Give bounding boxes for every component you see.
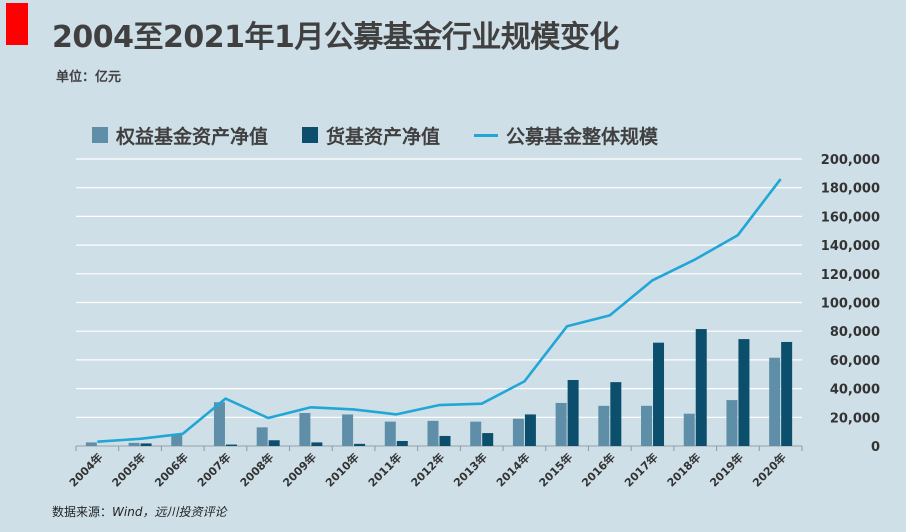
- bar-money: [140, 443, 152, 446]
- bar-money: [567, 379, 579, 446]
- legend-label-total: 公募基金整体规模: [506, 125, 659, 148]
- bar-equity: [598, 405, 610, 446]
- bar-money: [225, 444, 237, 446]
- source-text: Wind，远川投资评论: [112, 505, 227, 519]
- bar-money: [524, 414, 536, 446]
- bar-money: [268, 440, 280, 446]
- chart-legend: 权益基金资产净值 货基资产净值 公募基金整体规模: [92, 122, 692, 148]
- y-tick-label: 120,000: [821, 268, 880, 283]
- x-tick-label: 2014年: [493, 450, 532, 489]
- bar-equity: [555, 402, 567, 446]
- source-prefix: 数据来源：: [52, 505, 113, 519]
- bar-equity: [256, 427, 268, 446]
- bar-equity: [128, 442, 140, 446]
- bar-money: [695, 329, 707, 446]
- bar-equity: [683, 413, 695, 446]
- x-tick-label: 2013年: [450, 450, 489, 489]
- y-tick-label: 0: [871, 440, 880, 455]
- bar-equity: [299, 412, 311, 446]
- x-tick-label: 2016年: [579, 450, 618, 489]
- bar-equity: [470, 421, 482, 446]
- bar-money: [781, 341, 793, 446]
- legend-label-money: 货基资产净值: [326, 125, 441, 148]
- y-tick-label: 60,000: [830, 354, 880, 369]
- bar-equity: [384, 421, 396, 446]
- bar-equity: [213, 402, 225, 446]
- legend-item-equity: 权益基金资产净值: [92, 122, 268, 149]
- x-tick-label: 2006年: [152, 450, 191, 489]
- bar-money: [738, 339, 750, 446]
- source-note: 数据来源：Wind，远川投资评论: [52, 503, 226, 520]
- y-tick-label: 140,000: [821, 239, 880, 254]
- y-tick-label: 40,000: [830, 383, 880, 398]
- y-tick-label: 180,000: [821, 182, 880, 197]
- y-tick-label: 20,000: [830, 411, 880, 426]
- line-total: [97, 178, 782, 443]
- bar-equity: [641, 405, 653, 446]
- bar-money: [354, 443, 366, 446]
- x-tick-label: 2018年: [664, 450, 703, 489]
- x-tick-label: 2012年: [408, 450, 447, 489]
- bar-equity: [427, 420, 439, 446]
- chart-title: 2004至2021年1月公募基金行业规模变化: [52, 20, 619, 55]
- bar-equity: [171, 434, 183, 446]
- bar-money: [482, 433, 494, 446]
- x-tick-label: 2020年: [749, 450, 788, 489]
- legend-item-total: 公募基金整体规模: [474, 122, 658, 149]
- legend-item-money: 货基资产净值: [302, 122, 440, 149]
- unit-label: 单位：亿元: [56, 70, 122, 85]
- legend-label-equity: 权益基金资产净值: [116, 125, 269, 148]
- x-tick-label: 2017年: [621, 450, 660, 489]
- x-tick-label: 2010年: [322, 450, 361, 489]
- x-tick-label: 2004年: [66, 450, 105, 489]
- bar-money: [396, 440, 408, 446]
- bar-money: [311, 442, 323, 446]
- bar-equity: [85, 442, 97, 446]
- bar-money: [439, 435, 451, 446]
- x-tick-label: 2011年: [365, 450, 404, 489]
- bar-equity: [726, 400, 738, 446]
- legend-swatch-money: [302, 127, 319, 143]
- bar-equity: [769, 357, 781, 446]
- x-tick-label: 2008年: [237, 450, 276, 489]
- title-accent-block: [6, 3, 28, 45]
- legend-swatch-total: [474, 133, 499, 137]
- x-tick-label: 2019年: [707, 450, 746, 489]
- bar-equity: [512, 418, 524, 446]
- x-tick-label: 2007年: [194, 450, 233, 489]
- y-tick-label: 100,000: [821, 297, 880, 312]
- bar-money: [653, 342, 665, 446]
- y-tick-label: 200,000: [821, 153, 880, 168]
- x-tick-label: 2015年: [536, 450, 575, 489]
- bar-money: [610, 382, 622, 446]
- y-tick-label: 160,000: [821, 210, 880, 225]
- x-tick-label: 2009年: [280, 450, 319, 489]
- y-tick-label: 80,000: [830, 325, 880, 340]
- bar-equity: [342, 414, 354, 446]
- x-tick-label: 2005年: [109, 450, 148, 489]
- legend-swatch-equity: [92, 127, 108, 143]
